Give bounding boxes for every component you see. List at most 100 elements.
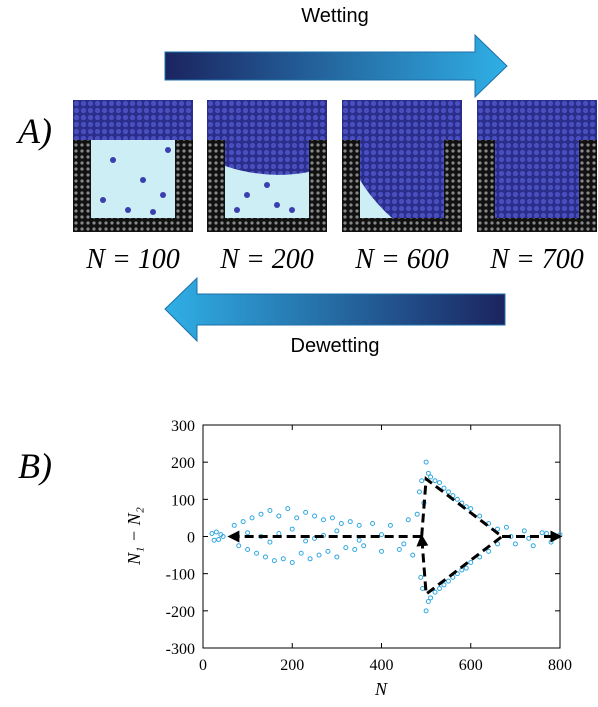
point — [276, 513, 282, 519]
point — [437, 586, 443, 592]
snapshot-label: N = 600 — [354, 244, 449, 275]
point — [379, 548, 384, 554]
point — [432, 478, 438, 484]
point — [521, 528, 527, 534]
wetting-label: Wetting — [301, 5, 368, 27]
y-axis-label: N₁ − N₂ — [124, 507, 144, 566]
x-tick-label: 600 — [459, 657, 483, 674]
snapshot-label: N = 700 — [489, 244, 584, 275]
point — [441, 582, 447, 588]
point — [410, 552, 416, 558]
point — [495, 526, 501, 532]
point — [289, 560, 295, 566]
point — [245, 547, 251, 553]
point — [240, 519, 246, 525]
point — [220, 534, 226, 539]
point — [298, 550, 304, 556]
point — [289, 526, 295, 532]
point — [468, 506, 474, 512]
point — [258, 511, 264, 517]
dewetting-label: Dewetting — [291, 335, 380, 357]
wetting-arrow — [164, 33, 508, 99]
y-tick-label: 200 — [171, 455, 195, 472]
y-tick-label: 100 — [171, 492, 195, 509]
point — [454, 496, 460, 502]
point — [437, 480, 443, 486]
point — [209, 531, 215, 537]
x-tick-label: 800 — [548, 657, 572, 674]
point — [267, 507, 273, 513]
dashed-path — [416, 476, 505, 597]
point — [343, 545, 349, 551]
x-tick-label: 0 — [199, 657, 207, 674]
point — [276, 531, 282, 537]
point — [325, 548, 331, 554]
point — [468, 560, 474, 566]
snapshot — [73, 100, 193, 232]
point — [303, 538, 309, 544]
point — [420, 586, 426, 592]
point — [401, 541, 407, 547]
point — [548, 539, 554, 545]
y-tick-label: -300 — [166, 641, 195, 658]
snapshot-label: N = 200 — [219, 244, 314, 275]
point — [267, 539, 273, 545]
point — [539, 530, 545, 536]
point — [280, 556, 286, 562]
point — [486, 548, 492, 554]
y-tick-label: -200 — [166, 604, 195, 621]
point — [307, 556, 313, 562]
y-tick-label: -100 — [166, 567, 195, 584]
point — [423, 608, 429, 614]
point — [262, 554, 268, 560]
x-axis-label: N — [374, 679, 388, 699]
point — [445, 489, 451, 495]
point — [334, 554, 340, 560]
point — [477, 554, 483, 560]
point — [334, 528, 340, 534]
point — [530, 543, 536, 549]
point — [477, 513, 483, 519]
point — [445, 578, 451, 584]
point — [338, 520, 344, 526]
point — [379, 532, 384, 538]
y-tick-label: 300 — [171, 418, 195, 435]
point — [416, 489, 422, 495]
point — [544, 531, 550, 537]
point — [356, 537, 362, 543]
snapshot — [477, 100, 597, 232]
point — [347, 519, 353, 525]
point — [356, 522, 362, 528]
point — [387, 522, 393, 528]
point — [419, 478, 425, 484]
point — [352, 547, 358, 553]
panel-label: B) — [18, 446, 52, 486]
point — [211, 537, 217, 543]
dewetting-arrow — [164, 276, 506, 343]
point — [249, 515, 255, 521]
point — [303, 509, 309, 515]
snapshot — [342, 100, 462, 232]
point — [432, 589, 438, 595]
point — [495, 541, 501, 547]
point — [503, 524, 509, 530]
point — [512, 541, 518, 547]
y-tick-label: 0 — [187, 530, 195, 547]
point — [329, 515, 335, 521]
point — [414, 511, 420, 517]
point — [254, 550, 260, 556]
point — [285, 506, 291, 512]
point — [463, 565, 469, 571]
point — [370, 520, 376, 526]
point — [294, 515, 300, 521]
point — [425, 599, 431, 605]
point — [236, 543, 242, 549]
point — [428, 474, 434, 480]
point — [312, 513, 318, 519]
point — [423, 459, 429, 465]
point — [231, 522, 237, 528]
point — [213, 529, 219, 535]
point — [418, 574, 424, 580]
point — [216, 536, 222, 542]
point — [245, 530, 251, 536]
